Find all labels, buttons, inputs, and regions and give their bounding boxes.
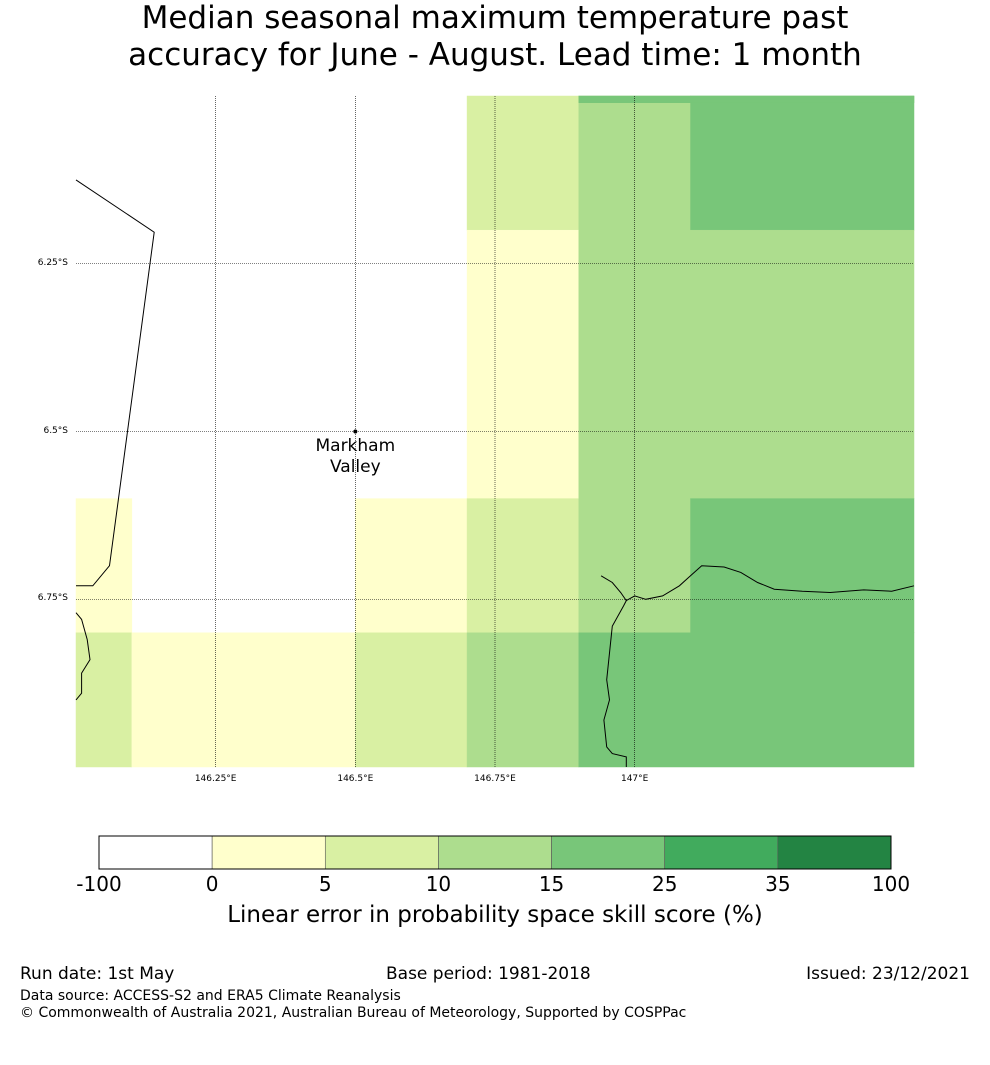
location-marker xyxy=(353,429,358,434)
grid-cell xyxy=(355,632,468,768)
data-source: Data source: ACCESS-S2 and ERA5 Climate … xyxy=(20,988,401,1004)
latitude-tick-label: 6.5°S xyxy=(43,425,68,436)
grid-cell xyxy=(466,632,580,768)
longitude-tick-label: 146.25°E xyxy=(194,774,237,784)
colorbar-segment xyxy=(551,835,666,870)
coastline-border xyxy=(75,612,91,701)
colorbar-segment xyxy=(438,835,552,870)
map-title-line-2: accuracy for June - August. Lead time: 1… xyxy=(128,37,862,73)
location-label-line-1: Markham xyxy=(315,435,396,456)
latitude-tick-label: 6.75°S xyxy=(37,593,68,604)
skill-score-map xyxy=(75,95,915,768)
colorbar-tick-label: 0 xyxy=(205,872,219,896)
grid-cell xyxy=(355,498,468,634)
grid-cell xyxy=(466,498,580,634)
colorbar-segment xyxy=(664,835,779,870)
colorbar-segment xyxy=(98,835,213,870)
colorbar-segment xyxy=(777,835,892,870)
colorbar-tick-label: 10 xyxy=(425,872,452,896)
colorbar-legend xyxy=(98,835,892,870)
grid-cell xyxy=(75,498,133,634)
map-title: Median seasonal maximum temperature past… xyxy=(0,0,990,74)
coastline-border xyxy=(75,179,155,587)
colorbar-outline xyxy=(98,835,892,870)
grid-cell xyxy=(466,229,580,499)
colorbar-tick-label: -100 xyxy=(76,872,122,896)
grid-cell xyxy=(578,95,915,103)
longitude-tick-label: 147°E xyxy=(620,774,649,784)
colorbar-segment xyxy=(324,835,439,870)
base-period: Base period: 1981-2018 xyxy=(386,964,591,984)
colorbar-segment xyxy=(211,835,326,870)
coastline-border xyxy=(626,565,915,602)
location-label: Markham Valley xyxy=(295,436,415,478)
colorbar-tick-label: 25 xyxy=(651,872,678,896)
run-date: Run date: 1st May xyxy=(20,964,175,984)
longitude-tick-label: 146.5°E xyxy=(337,774,374,784)
latitude-tick-label: 6.25°S xyxy=(37,257,68,268)
map-title-line-1: Median seasonal maximum temperature past xyxy=(141,0,849,36)
copyright-notice: © Commonwealth of Australia 2021, Austra… xyxy=(20,1005,687,1021)
issued-date: Issued: 23/12/2021 xyxy=(806,964,970,984)
coastline-border xyxy=(600,575,627,767)
grid-cell xyxy=(690,95,915,231)
grid-cell xyxy=(690,498,915,634)
colorbar-title: Linear error in probability space skill … xyxy=(227,902,763,928)
grid-cell xyxy=(131,632,356,768)
colorbar-tick-label: 5 xyxy=(318,872,332,896)
longitude-tick-label: 146.75°E xyxy=(474,774,516,784)
colorbar-tick-label: 15 xyxy=(538,872,565,896)
colorbar-tick-label: 100 xyxy=(871,872,911,896)
colorbar-tick-label: 35 xyxy=(765,872,791,896)
location-label-line-2: Valley xyxy=(329,456,381,477)
grid-cell xyxy=(75,632,133,768)
